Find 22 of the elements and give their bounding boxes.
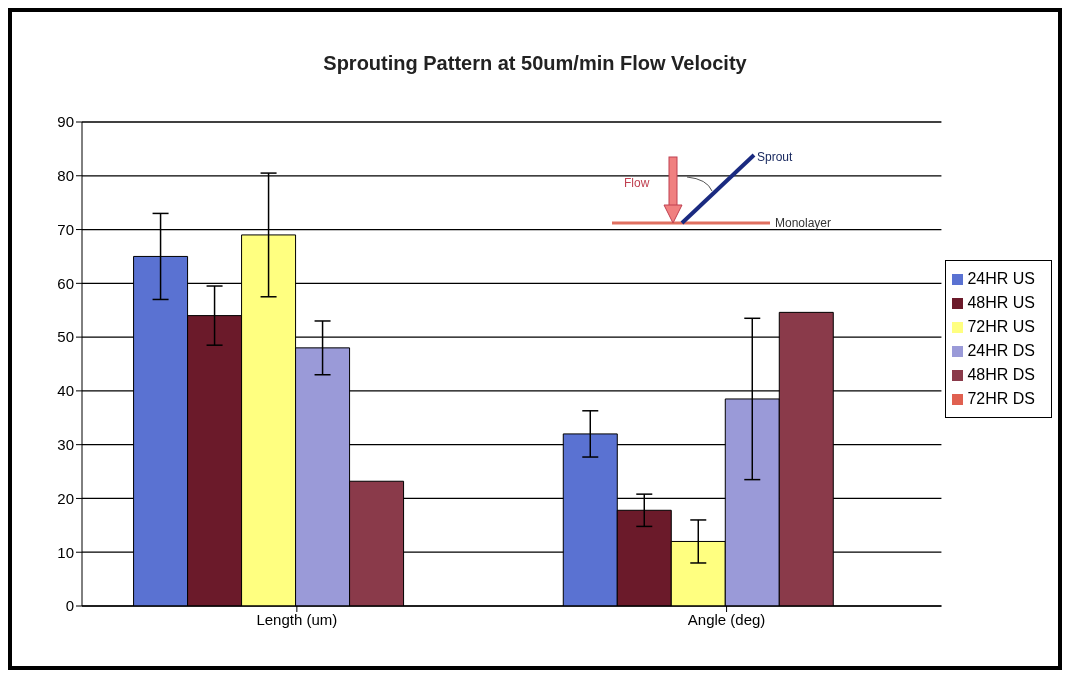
- annotation: Flow: [624, 176, 650, 190]
- legend-label: 72HR US: [967, 318, 1035, 335]
- y-tick-label: 70: [57, 220, 74, 238]
- y-tick-label: 50: [57, 328, 74, 346]
- legend-label: 24HR US: [967, 270, 1035, 287]
- legend-label: 24HR DS: [967, 342, 1035, 359]
- y-tick-label: 30: [57, 435, 74, 453]
- x-tick-label: Length (um): [256, 610, 338, 628]
- y-tick-label: 60: [57, 274, 74, 292]
- annotation: Monolayer: [775, 216, 832, 230]
- x-tick-label: Angle (deg): [687, 610, 766, 628]
- legend-label: 48HR US: [967, 294, 1035, 311]
- chart-title: Sprouting Pattern at 50um/min Flow Velocity: [322, 52, 748, 75]
- y-tick-label: 0: [65, 597, 74, 615]
- y-tick-label: 10: [57, 543, 74, 561]
- y-tick-label: 40: [57, 382, 74, 400]
- legend-label: 48HR DS: [967, 366, 1035, 383]
- legend-label: 72HR DS: [967, 390, 1035, 407]
- y-tick-label: 80: [57, 167, 74, 185]
- annotation: Sprout: [757, 150, 794, 164]
- y-tick-label: 20: [57, 489, 74, 507]
- y-tick-label: 90: [57, 113, 74, 131]
